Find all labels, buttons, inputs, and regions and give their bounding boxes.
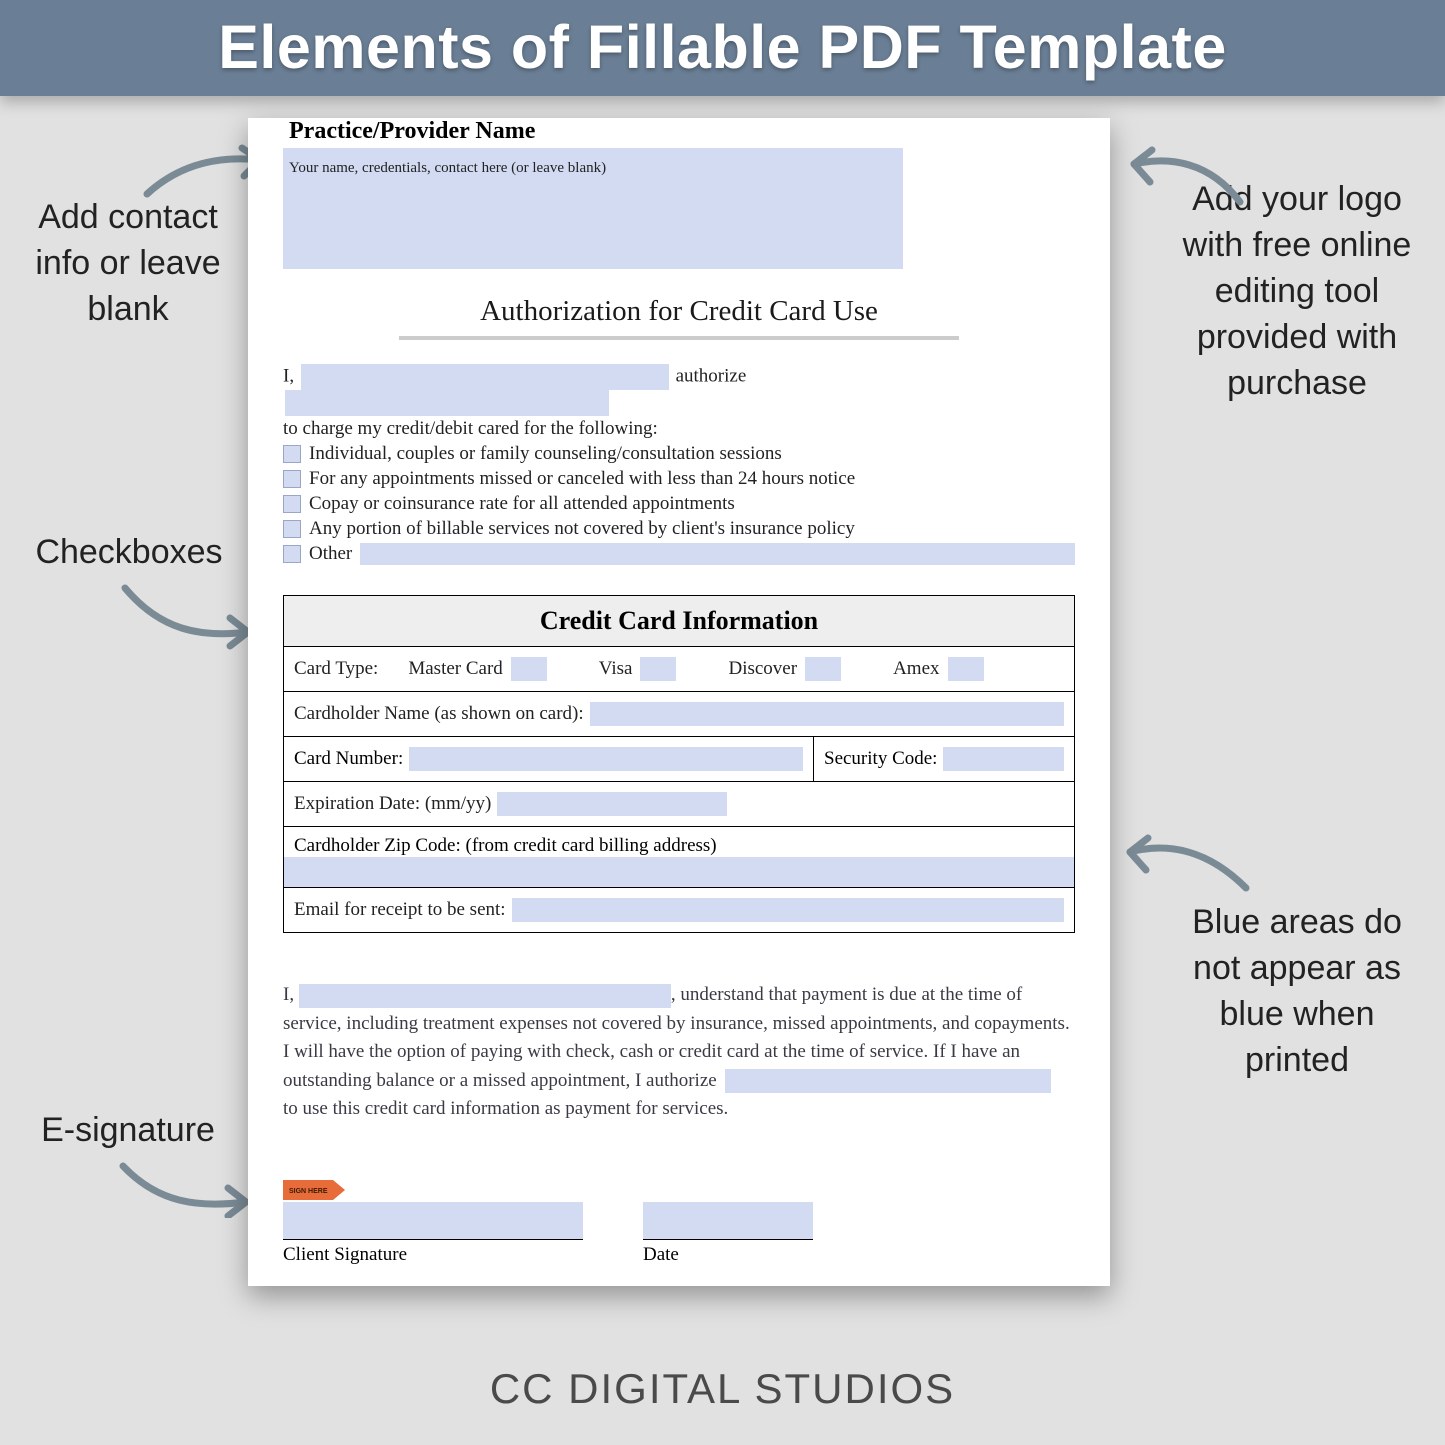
- callout-contact: Add contact info or leave blank: [18, 195, 238, 333]
- email-row: Email for receipt to be sent:: [284, 888, 1074, 932]
- checkbox[interactable]: [283, 495, 301, 513]
- check-row: For any appointments missed or canceled …: [283, 468, 1075, 490]
- cardholder-row: Cardholder Name (as shown on card):: [284, 692, 1074, 737]
- date-label: Date: [643, 1244, 813, 1266]
- pdf-page: Practice/Provider Name Your name, creden…: [248, 118, 1110, 1286]
- type-amex: Amex: [893, 658, 939, 680]
- cardnumber-label: Card Number:: [294, 748, 403, 770]
- check-row: Individual, couples or family counseling…: [283, 443, 1075, 465]
- cc-header: Credit Card Information: [284, 596, 1074, 647]
- banner-title: Elements of Fillable PDF Template: [218, 13, 1227, 81]
- footer-brand: CC DIGITAL STUDIOS: [0, 1365, 1445, 1413]
- credentials-label: Your name, credentials, contact here (or…: [289, 160, 606, 176]
- security-label: Security Code:: [824, 748, 937, 770]
- other-field[interactable]: [360, 543, 1075, 565]
- agreement-paragraph: I, , understand that payment is due at t…: [283, 981, 1075, 1124]
- type-mastercard: Master Card: [408, 658, 502, 680]
- arrow-icon: [120, 580, 260, 650]
- type-discover: Discover: [728, 658, 797, 680]
- check-label: Any portion of billable services not cov…: [309, 518, 855, 540]
- checkbox-discover[interactable]: [805, 657, 841, 681]
- authorized-party-field[interactable]: [285, 390, 609, 416]
- date-field[interactable]: [643, 1202, 813, 1240]
- callout-esignature: E-signature: [22, 1108, 234, 1154]
- callout-checkboxes: Checkboxes: [23, 530, 235, 576]
- zip-label: Cardholder Zip Code: (from credit card b…: [284, 827, 1074, 857]
- divider: [399, 336, 959, 340]
- sign-here-flag: SIGN HERE: [283, 1180, 345, 1200]
- credit-card-box: Credit Card Information Card Type: Maste…: [283, 595, 1075, 933]
- client-signature-field[interactable]: [283, 1202, 583, 1240]
- check-label: Other: [309, 543, 352, 565]
- checkbox-amex[interactable]: [948, 657, 984, 681]
- check-label: Individual, couples or family counseling…: [309, 443, 782, 465]
- agree-body-2: to use this credit card information as p…: [283, 1098, 728, 1119]
- svg-text:SIGN HERE: SIGN HERE: [289, 1188, 328, 1195]
- check-row: Any portion of billable services not cov…: [283, 518, 1075, 540]
- checkbox[interactable]: [283, 445, 301, 463]
- agree-prefix: I,: [283, 984, 294, 1005]
- expiration-field[interactable]: [497, 792, 727, 816]
- auth-mid: authorize: [676, 365, 747, 386]
- email-field[interactable]: [512, 898, 1064, 922]
- cardnumber-row: Card Number: Security Code:: [284, 737, 1074, 782]
- check-label: Copay or coinsurance rate for all attend…: [309, 493, 735, 515]
- cardholder-field[interactable]: [590, 702, 1064, 726]
- arrow-icon: [118, 1158, 258, 1218]
- arrow-icon: [1118, 830, 1258, 900]
- form-title: Authorization for Credit Card Use: [283, 295, 1075, 328]
- check-row: Copay or coinsurance rate for all attend…: [283, 493, 1075, 515]
- provider-name-label: Practice/Provider Name: [289, 118, 535, 144]
- callout-logo: Add your logo with free online editing t…: [1167, 177, 1427, 406]
- check-label: For any appointments missed or canceled …: [309, 468, 855, 490]
- agreement-auth-field[interactable]: [725, 1069, 1051, 1093]
- credentials-field[interactable]: Your name, credentials, contact here (or…: [283, 180, 903, 203]
- checkbox[interactable]: [283, 470, 301, 488]
- authorize-following: to charge my credit/debit cared for the …: [283, 418, 1075, 440]
- check-row-other: Other: [283, 543, 1075, 565]
- zip-row: Cardholder Zip Code: (from credit card b…: [284, 827, 1074, 888]
- email-label: Email for receipt to be sent:: [294, 899, 506, 921]
- auth-prefix: I,: [283, 365, 294, 386]
- checkbox-visa[interactable]: [640, 657, 676, 681]
- callout-blueareas: Blue areas do not appear as blue when pr…: [1167, 900, 1427, 1084]
- zip-field[interactable]: [284, 857, 1074, 887]
- cardnumber-field[interactable]: [409, 747, 803, 771]
- card-type-row: Card Type: Master Card Visa Discover Ame…: [284, 647, 1074, 692]
- type-visa: Visa: [599, 658, 633, 680]
- client-name-field[interactable]: [301, 364, 669, 390]
- expiration-label: Expiration Date: (mm/yy): [294, 793, 491, 815]
- logo-field[interactable]: [283, 201, 903, 269]
- expiration-row: Expiration Date: (mm/yy): [284, 782, 1074, 827]
- checkbox-mastercard[interactable]: [511, 657, 547, 681]
- client-signature-label: Client Signature: [283, 1244, 583, 1266]
- signature-area: SIGN HERE Client Signature Date: [283, 1180, 1075, 1266]
- card-type-label: Card Type:: [294, 658, 378, 680]
- agreement-name-field[interactable]: [299, 984, 671, 1008]
- checkbox[interactable]: [283, 520, 301, 538]
- security-field[interactable]: [943, 747, 1064, 771]
- title-banner: Elements of Fillable PDF Template: [0, 0, 1445, 96]
- cardholder-label: Cardholder Name (as shown on card):: [294, 703, 584, 725]
- checkbox[interactable]: [283, 545, 301, 563]
